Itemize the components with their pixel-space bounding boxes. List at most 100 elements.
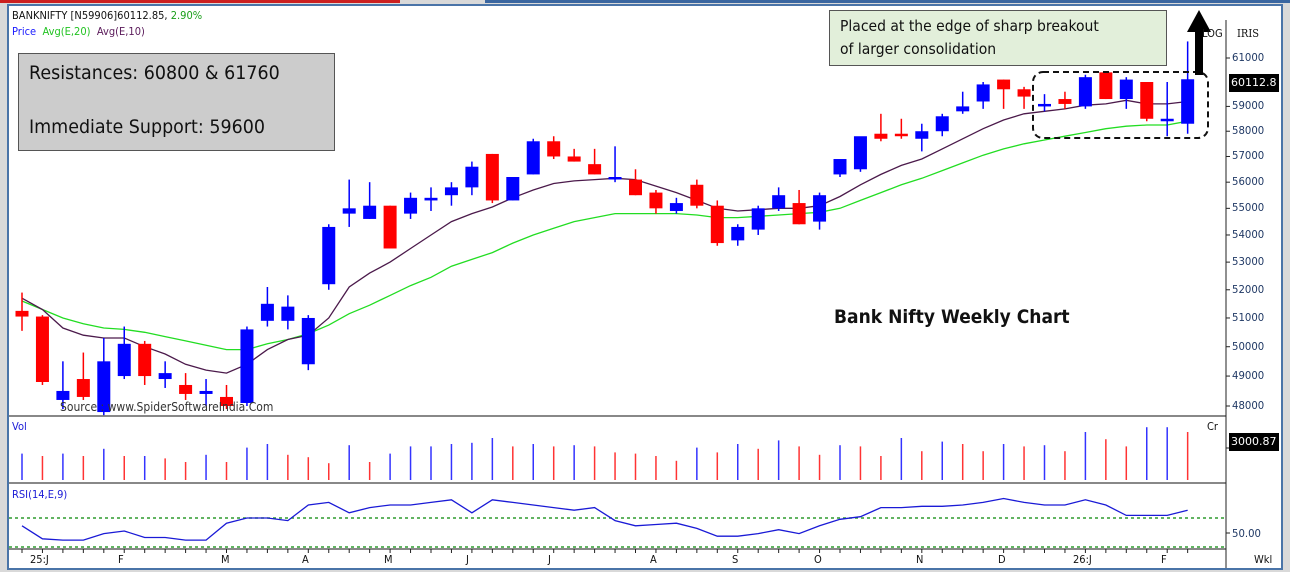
candle — [526, 141, 540, 175]
price-change: 2.90% — [170, 9, 203, 22]
last-price: 60112.85, — [117, 9, 168, 22]
candle — [15, 310, 29, 317]
month-label: A — [302, 553, 310, 566]
price-tick-label: 59000 — [1232, 99, 1265, 113]
candle — [220, 396, 233, 406]
candle — [894, 133, 908, 137]
candle — [608, 177, 622, 180]
price-tick-label: 54000 — [1232, 227, 1265, 241]
candle — [833, 159, 847, 175]
candle — [342, 208, 356, 214]
month-label: S — [731, 553, 739, 566]
candle — [751, 208, 765, 230]
month-label: O — [813, 553, 822, 566]
candle — [629, 179, 642, 196]
candle — [240, 329, 254, 403]
candle — [322, 226, 336, 285]
price-tick-label: 49000 — [1232, 369, 1265, 383]
top-accent-blue — [485, 0, 1290, 3]
candle — [117, 343, 131, 377]
candle — [649, 192, 663, 209]
candle — [138, 343, 152, 377]
candle — [1099, 72, 1113, 100]
symbol-header: BANKNIFTY [N59906]60112.85, 2.90% — [12, 9, 202, 22]
candle — [35, 316, 49, 382]
price-tick-label: 51000 — [1232, 310, 1265, 324]
ema20-line — [21, 120, 1188, 351]
support-text: Immediate Support: 59600 — [29, 116, 265, 138]
month-label: 25:J — [30, 553, 50, 566]
left-gutter — [0, 4, 7, 572]
price-tick-label: 61000 — [1232, 51, 1265, 64]
iris-label: IRIS — [1237, 27, 1260, 40]
price-tick-label: 50000 — [1232, 339, 1265, 353]
legend-price[interactable]: Price — [12, 25, 37, 38]
month-label: A — [649, 553, 657, 566]
candle — [301, 317, 315, 365]
candle — [444, 187, 458, 196]
candle — [710, 205, 724, 244]
candle — [976, 84, 990, 102]
price-tick-label: 53000 — [1232, 255, 1265, 269]
month-label: D — [997, 553, 1006, 566]
candle — [1160, 118, 1174, 122]
candle — [363, 205, 377, 219]
candle — [383, 205, 397, 249]
candle — [772, 195, 786, 209]
ema10-line — [21, 99, 1188, 374]
rsi-line — [21, 497, 1188, 541]
candle — [956, 106, 970, 112]
candle — [506, 177, 520, 201]
candle — [874, 133, 888, 139]
candle — [158, 373, 172, 380]
candle — [792, 203, 806, 225]
price-tick-label: 52000 — [1232, 282, 1265, 296]
month-label: M — [220, 553, 230, 566]
candle — [1038, 103, 1051, 107]
candle — [179, 384, 193, 394]
month-label: 26:J — [1073, 553, 1093, 566]
symbol-name: BANKNIFTY [N59906] — [12, 9, 118, 22]
candle — [76, 379, 90, 397]
candle — [669, 203, 683, 211]
month-label: F — [118, 553, 124, 566]
volume-panel-label: Vol — [12, 420, 27, 433]
top-accent-bar — [0, 0, 1290, 4]
candle — [1058, 99, 1072, 104]
candle — [1119, 79, 1133, 100]
watermark: Source : www.SpiderSoftwareIndia.Com — [60, 400, 274, 414]
candle — [1017, 89, 1031, 97]
last-price-tag: 60112.8 — [1229, 74, 1279, 92]
chart-title: Bank Nifty Weekly Chart — [834, 306, 1070, 328]
note-line-1: Placed at the edge of sharp breakout — [840, 17, 1099, 35]
candle — [1181, 79, 1195, 124]
note-line-2: of larger consolidation — [840, 40, 997, 58]
price-tick-label: 55000 — [1232, 201, 1265, 215]
month-label: N — [915, 553, 924, 566]
volume-unit-label: Cr — [1207, 420, 1218, 433]
legend-ema20[interactable]: Avg(E,20) — [42, 25, 91, 38]
rsi-panel-label: RSI(14,E,9) — [12, 488, 68, 501]
candle — [1140, 82, 1154, 119]
log-scale-toggle[interactable]: LOG — [1202, 27, 1223, 40]
candle — [97, 361, 111, 413]
candle — [424, 197, 438, 201]
candle — [281, 306, 295, 321]
candle — [547, 141, 561, 157]
rsi-level-label: 50.00 — [1232, 527, 1261, 540]
month-label: M — [384, 553, 393, 566]
candle — [404, 197, 418, 214]
price-tick-label: 56000 — [1232, 175, 1265, 189]
timeframe-label[interactable]: Wkl — [1254, 553, 1273, 566]
candle — [1078, 77, 1092, 107]
candle — [465, 166, 479, 188]
candle — [485, 153, 499, 201]
legend-ema10[interactable]: Avg(E,10) — [96, 25, 145, 38]
price-tick-label: 48000 — [1232, 399, 1265, 412]
month-label: F — [1161, 553, 1167, 566]
month-label: J — [547, 553, 551, 566]
candle — [915, 131, 929, 139]
price-tick-label: 57000 — [1232, 149, 1265, 163]
levels-annotation: Resistances: 60800 & 61760 Immediate Sup… — [18, 53, 335, 151]
candle — [56, 390, 70, 400]
